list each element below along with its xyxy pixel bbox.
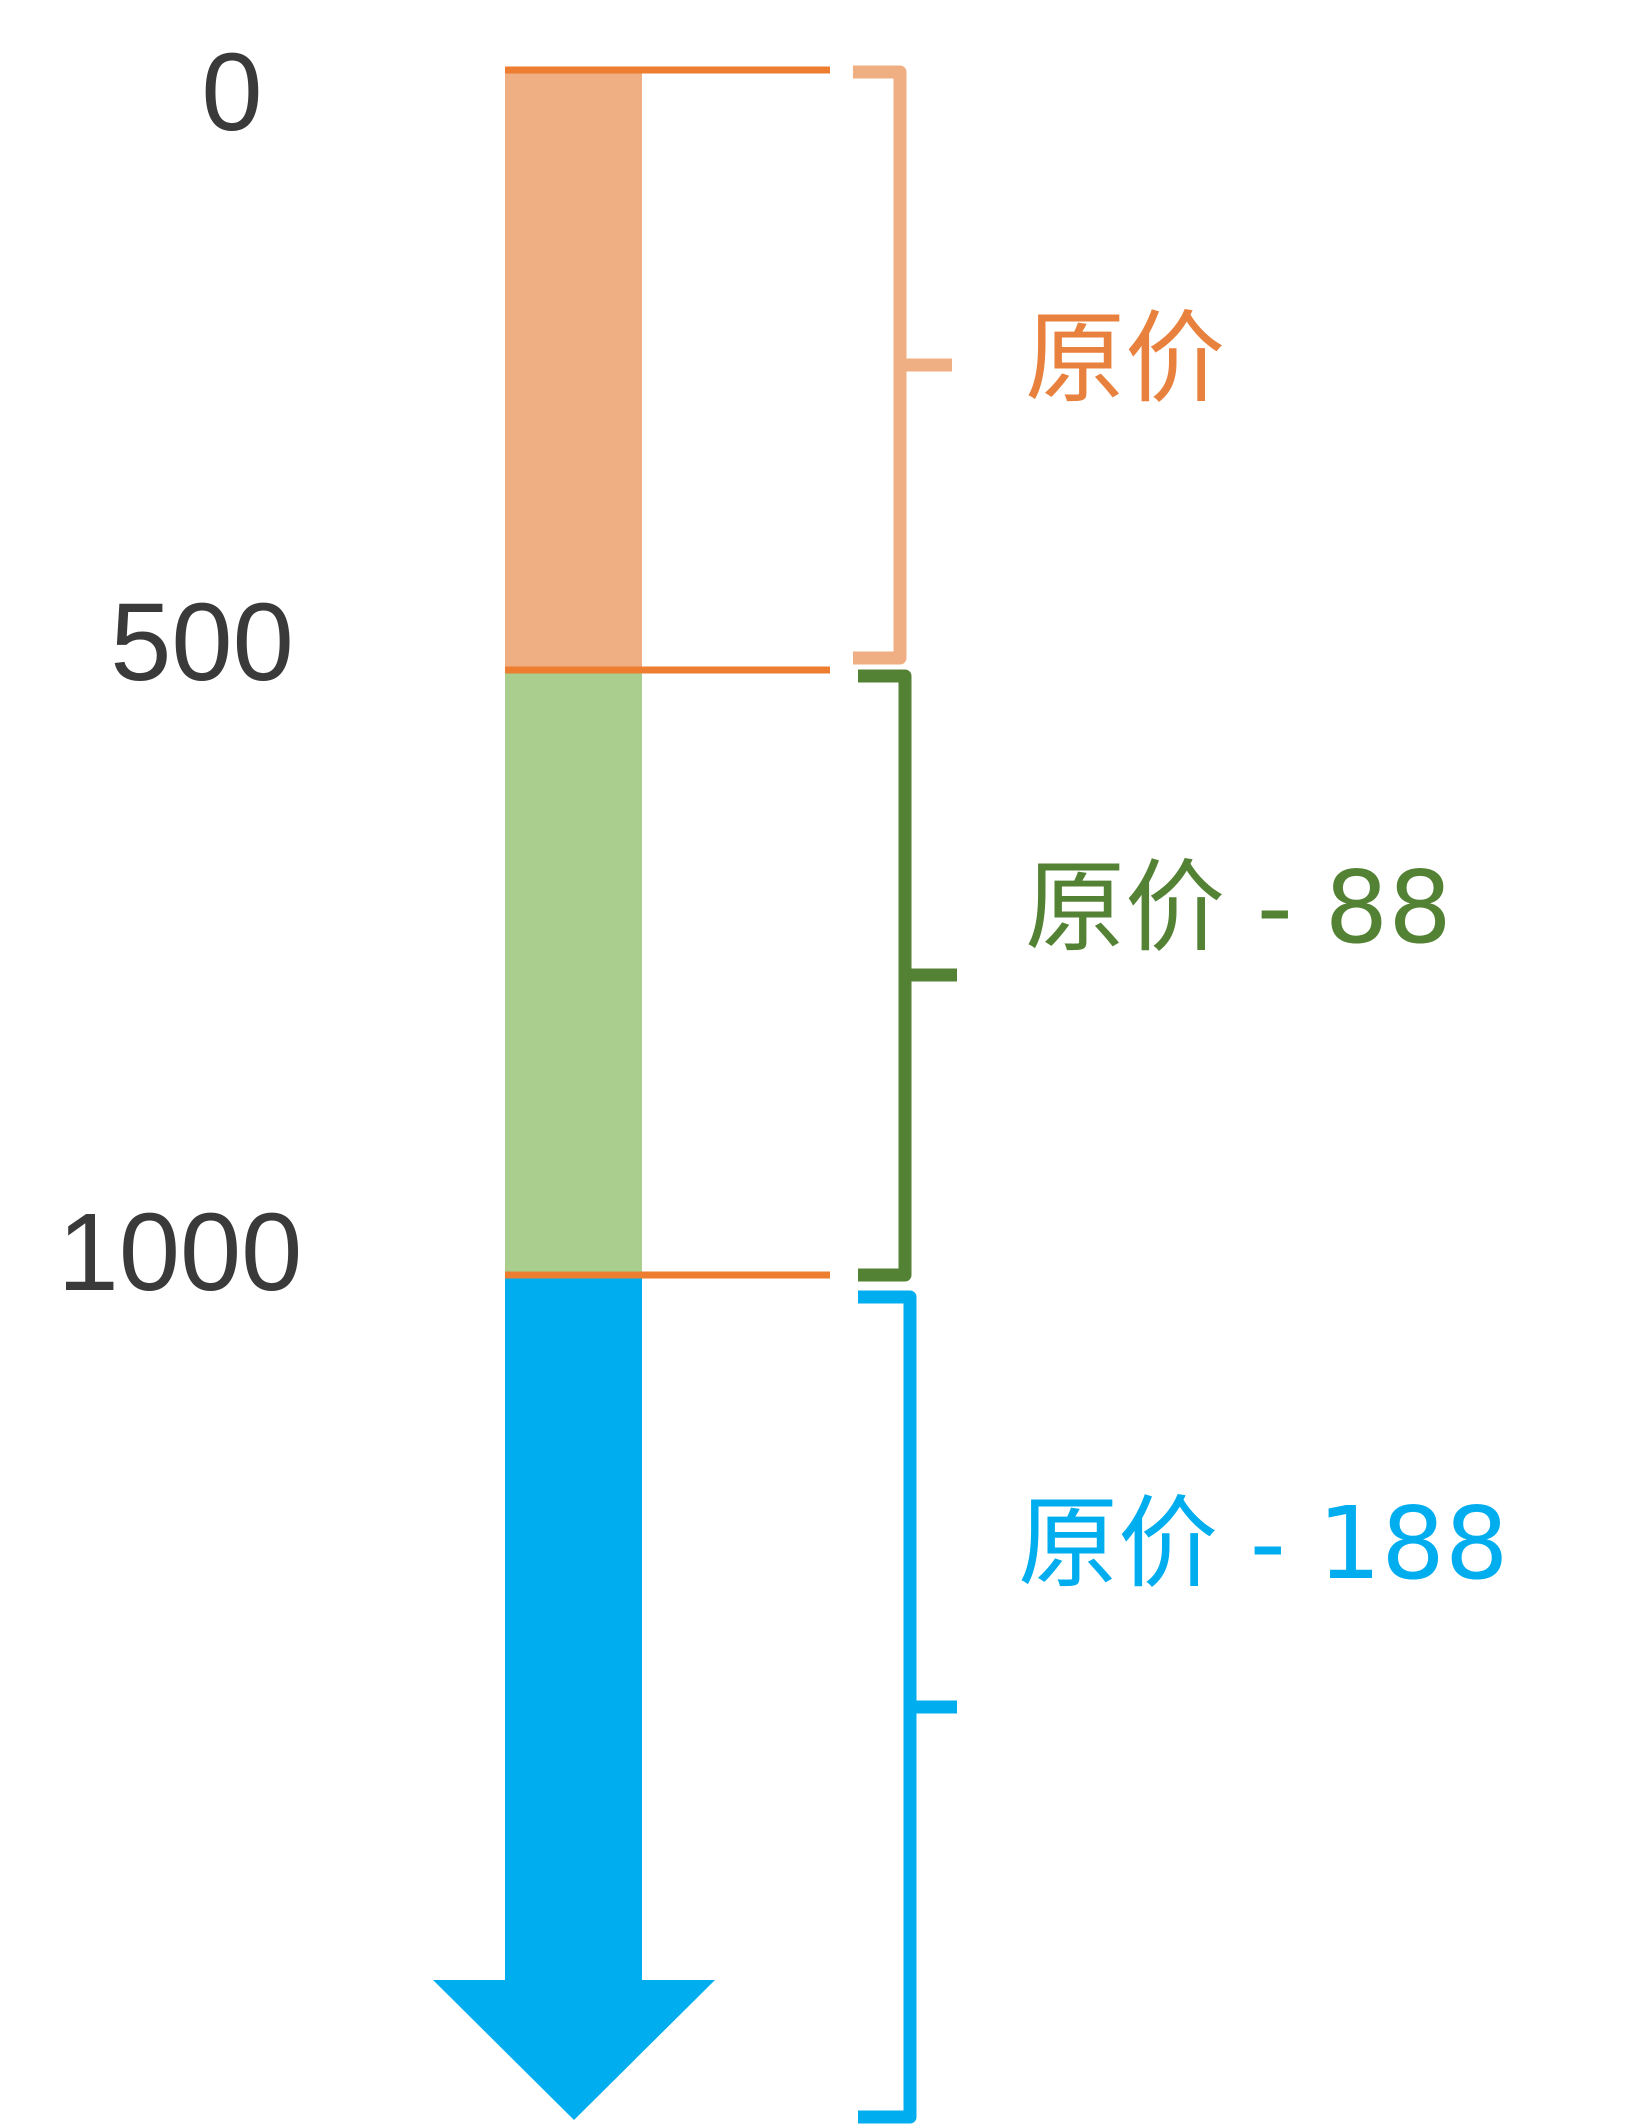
bar-segment-original-price xyxy=(505,70,642,670)
segment-label-minus-88: 原价 - 88 xyxy=(1025,849,1452,966)
bar-segment-minus-188 xyxy=(505,1275,642,1985)
down-arrow-icon xyxy=(433,1980,715,2120)
brace-minus-188 xyxy=(858,1290,957,2124)
brace-original-price xyxy=(853,65,952,665)
tick-label-500: 500 xyxy=(110,581,294,704)
segment-label-original-price: 原价 xyxy=(1025,300,1225,417)
tick-label-1000: 1000 xyxy=(58,1191,303,1314)
bar-segment-minus-88 xyxy=(505,670,642,1275)
tick-label-0: 0 xyxy=(201,31,262,154)
brace-minus-88 xyxy=(858,669,957,1282)
segment-label-minus-188: 原价 - 188 xyxy=(1018,1485,1509,1602)
